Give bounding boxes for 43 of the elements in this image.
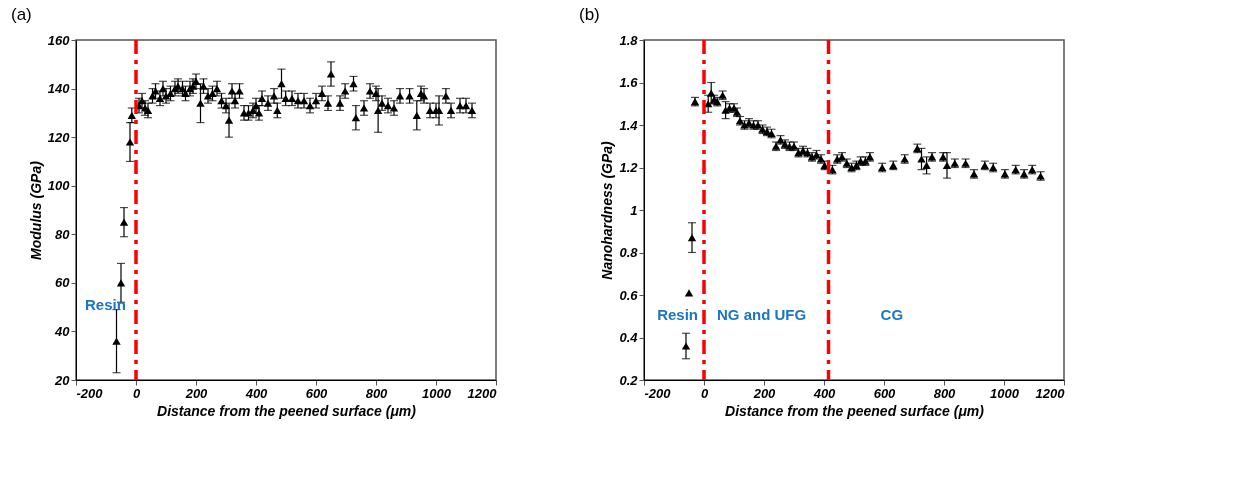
chart-title: (a)	[11, 5, 32, 24]
x-tick-label: 0	[700, 385, 709, 401]
y-tick-label: 0.4	[619, 330, 639, 345]
x-tick-label: -200	[76, 385, 104, 401]
annotation: Resin	[84, 296, 126, 314]
y-tick-label: 100	[47, 178, 71, 194]
y-tick-label: 1.6	[619, 75, 639, 90]
y-tick-label: 140	[47, 81, 71, 97]
y-tick-label: 60	[55, 275, 71, 291]
y-tick-label: 80	[55, 226, 71, 242]
annotation: NG and UFG	[717, 306, 807, 324]
x-tick-label: 0	[132, 385, 141, 401]
y-tick-label: 0.6	[619, 287, 639, 303]
x-tick-label: 1000	[990, 385, 1020, 401]
x-axis-title: Distance from the peened surface (μm)	[725, 402, 985, 419]
y-tick-label: 1.4	[619, 117, 639, 133]
x-tick-label: 800	[365, 385, 389, 401]
annotation: CG	[880, 306, 904, 324]
y-axis-title: Nanohardness (GPa)	[599, 140, 616, 280]
y-axis-title: Modulus (GPa)	[27, 160, 44, 260]
y-tick-label: 0.8	[619, 245, 639, 260]
y-tick-label: 1.8	[619, 32, 639, 48]
y-tick-label: 0.2	[619, 372, 639, 388]
x-tick-label: 600	[305, 385, 329, 401]
x-tick-label: -200	[644, 385, 672, 401]
y-tick-label: 160	[47, 32, 71, 48]
chart-title: (b)	[579, 5, 600, 24]
y-tick-label: 1	[630, 202, 638, 218]
y-tick-label: 1.2	[619, 160, 639, 175]
y-tick-label: 40	[54, 323, 71, 339]
x-tick-label: 1200	[467, 385, 498, 401]
x-tick-label: 600	[873, 385, 897, 401]
x-tick-label: 1000	[422, 385, 452, 401]
y-tick-label: 120	[47, 129, 71, 145]
annotation: Resin	[657, 306, 699, 324]
x-tick-label: 200	[184, 385, 209, 401]
x-tick-label: 400	[812, 385, 837, 401]
x-tick-label: 1200	[1035, 385, 1066, 401]
x-tick-label: 400	[244, 385, 269, 401]
x-tick-label: 200	[752, 385, 777, 401]
x-tick-label: 800	[933, 385, 957, 401]
y-tick-label: 20	[54, 372, 71, 388]
x-axis-title: Distance from the peened surface (μm)	[157, 402, 417, 419]
